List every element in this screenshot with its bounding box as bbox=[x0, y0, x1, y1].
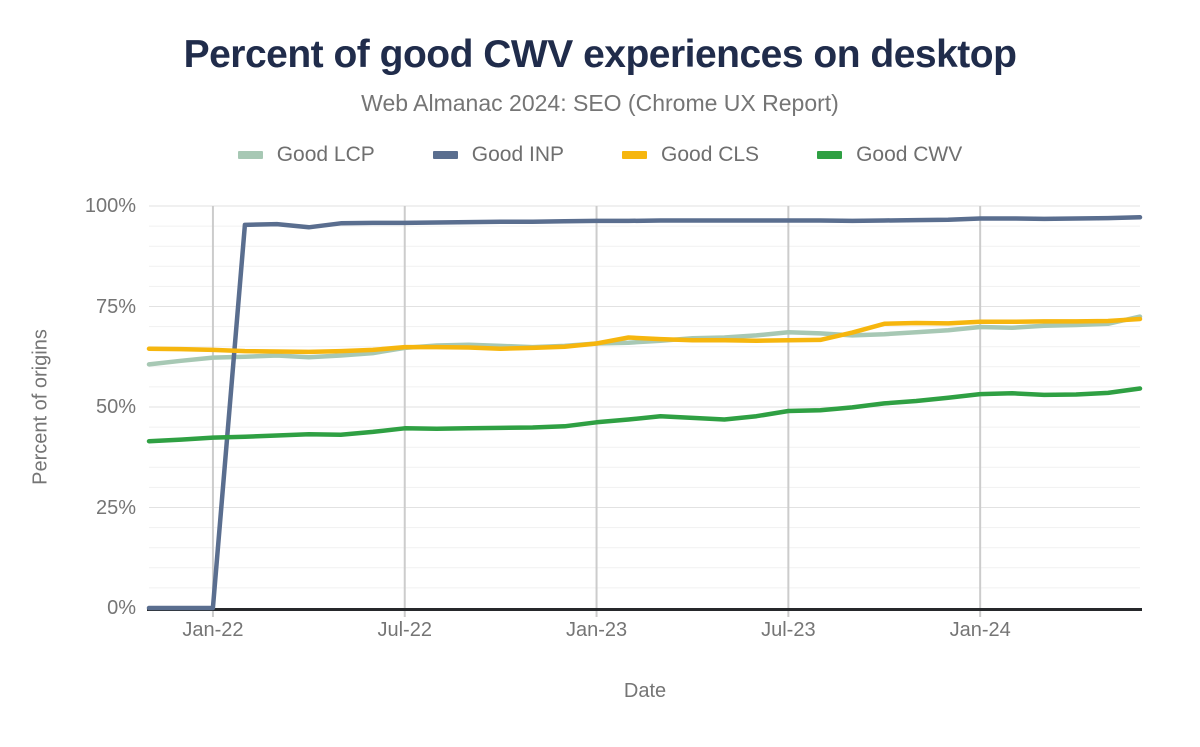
legend-label-good-cls: Good CLS bbox=[661, 143, 760, 166]
x-tick-label-jul-22: Jul-22 bbox=[377, 619, 432, 641]
chart-legend: Good LCP Good INP Good CLS Good CWV bbox=[0, 143, 1200, 167]
x-tick-label-jan-22: Jan-22 bbox=[182, 619, 244, 641]
legend-item-good-cls: Good CLS bbox=[622, 143, 759, 167]
x-tick-label-jan-23: Jan-23 bbox=[565, 619, 628, 641]
legend-swatch-good-inp bbox=[432, 151, 458, 159]
legend-swatch-good-cwv bbox=[817, 151, 843, 159]
chart-subtitle: Web Almanac 2024: SEO (Chrome UX Report) bbox=[361, 90, 839, 116]
y-tick-label-75: 75% bbox=[95, 295, 136, 318]
legend-label-good-inp: Good INP bbox=[471, 143, 564, 166]
y-tick-label-0: 0% bbox=[107, 597, 136, 619]
series-line-good-cls bbox=[146, 316, 1143, 355]
legend-item-good-inp: Good INP bbox=[432, 143, 564, 167]
legend-item-good-lcp: Good LCP bbox=[237, 143, 375, 167]
x-axis-title: Date bbox=[623, 680, 667, 702]
legend-item-good-cwv: Good CWV bbox=[817, 143, 962, 167]
legend-label-good-cwv: Good CWV bbox=[856, 143, 963, 166]
page-title: Percent of good CWV experiences on deskt… bbox=[183, 33, 1017, 76]
y-tick-label-100: 100% bbox=[84, 195, 136, 217]
series-line-good-lcp bbox=[146, 314, 1143, 367]
y-axis-title: Percent of origins bbox=[29, 329, 52, 485]
y-tick-label-25: 25% bbox=[95, 496, 136, 519]
x-tick-label-jan-24: Jan-24 bbox=[949, 619, 1011, 641]
series-line-good-cwv bbox=[146, 386, 1143, 444]
legend-swatch-good-lcp bbox=[237, 151, 263, 159]
legend-label-good-lcp: Good LCP bbox=[276, 143, 375, 166]
legend-swatch-good-cls bbox=[622, 151, 647, 159]
x-tick-label-jul-23: Jul-23 bbox=[761, 619, 816, 641]
y-tick-label-50: 50% bbox=[95, 396, 136, 418]
series-line-good-inp bbox=[146, 215, 1143, 611]
